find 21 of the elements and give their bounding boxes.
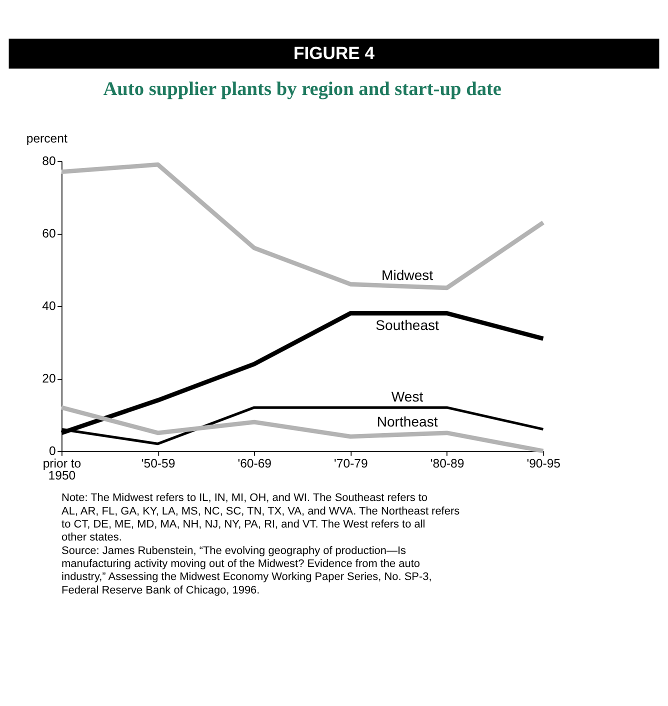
chart-title: FIGURE 4 [294, 43, 375, 64]
series-label: Northeast [376, 414, 438, 430]
y-tick-label: 60 [42, 226, 56, 240]
text: Note: The Midwest refers to IL, IN, MI, OH, and WI. The Southeast refers to AL, AR, FL, GA, KY, LA, MS, NC, SC, TN, TX, VA, and WVA. The Northeast refers to CT, DE, ME, MD, MA, NH, NJ, NY, PA, RI, and VT. The West refers to all other states. [62, 492, 460, 544]
x-tick-label: '50-59 [141, 456, 176, 470]
x-tick-label: '60-69 [238, 456, 272, 470]
series-label: West [391, 388, 424, 404]
x-tick-label: '80-89 [430, 456, 464, 470]
y-tick-label: 40 [42, 298, 56, 313]
chart-subtitle: Auto supplier plants by region and start-up date [103, 79, 502, 100]
x-tick-label: '90-95 [526, 456, 561, 470]
y-axis-title: percent [26, 132, 68, 146]
source-note: Source: James Rubenstein, “The evolving geography of production—Is manufacturing activity moving out of the Midwest? Evidence from the auto industry,” Assessing the Midwest Economy Working Paper Series, No. SP-3, Federal Reserve Bank of Chicago, 1996. [62, 544, 432, 596]
y-tick-label: 20 [42, 371, 56, 386]
y-tick-label: 0 [48, 444, 56, 458]
line-series [59, 162, 546, 290]
series-label: Southeast [376, 316, 440, 333]
y-tick-label: 80 [42, 154, 56, 168]
x-tick-label: '70-79 [334, 456, 368, 470]
x-tick-label: prior to 1950 [42, 456, 82, 483]
series-label: Midwest [382, 266, 434, 283]
